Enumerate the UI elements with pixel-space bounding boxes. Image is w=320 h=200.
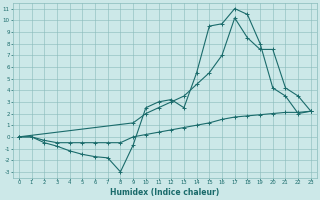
X-axis label: Humidex (Indice chaleur): Humidex (Indice chaleur) xyxy=(110,188,220,197)
